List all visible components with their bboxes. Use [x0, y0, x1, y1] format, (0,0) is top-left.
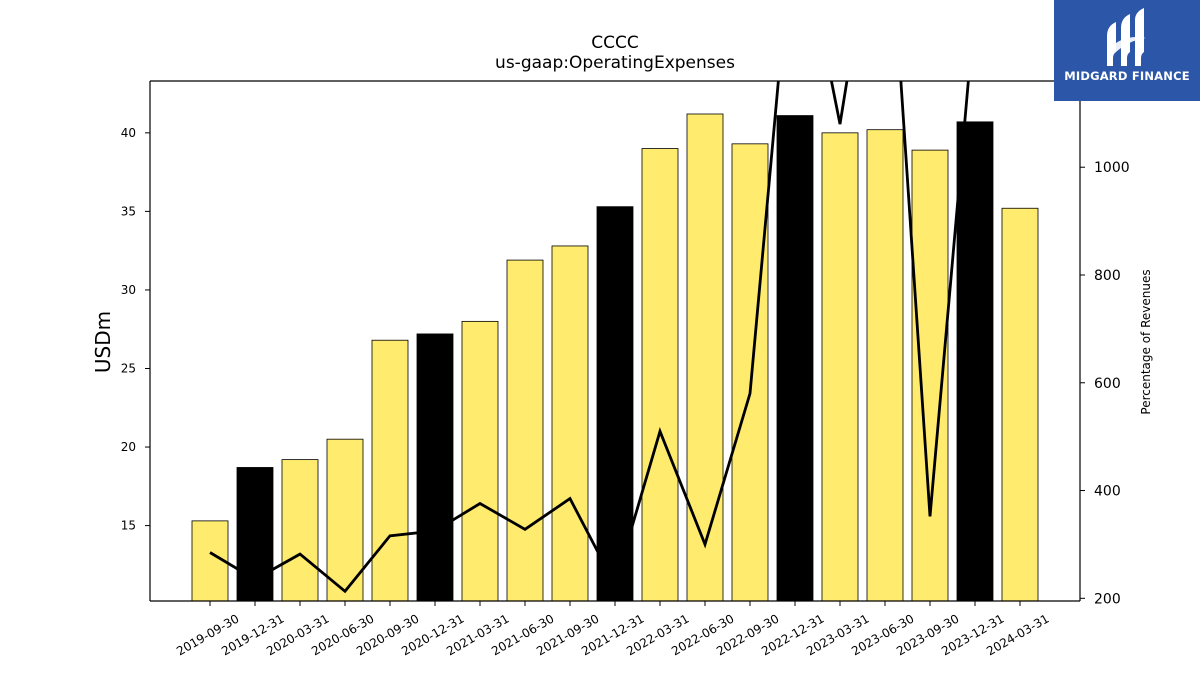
bar [731, 143, 769, 602]
bar [326, 438, 364, 602]
bar [641, 148, 679, 602]
chart-title: CCCC [591, 33, 638, 53]
bar [416, 333, 454, 602]
y2-axis-title: Percentage of Revenues [1139, 269, 1153, 414]
y2-tick-label: 1000 [1094, 160, 1130, 176]
y-tick-label: 35 [121, 204, 136, 218]
y-axis-title: USDm [91, 311, 115, 373]
bar [1001, 207, 1039, 602]
y2-tick-label: 400 [1094, 484, 1121, 500]
midgard-logo-icon [1107, 8, 1146, 66]
y-tick-label: 40 [121, 126, 136, 140]
y-tick-label: 15 [121, 519, 136, 533]
y2-tick-label: 600 [1094, 376, 1121, 392]
bar [686, 113, 724, 602]
y-tick-label: 25 [121, 361, 136, 375]
bar [866, 129, 904, 602]
chart-subtitle: us-gaap:OperatingExpenses [495, 53, 735, 73]
series-line [209, 81, 970, 594]
y-tick-label: 20 [121, 440, 136, 454]
bar [371, 339, 409, 602]
bar [956, 121, 994, 602]
bar [776, 115, 814, 602]
brand-logo: MIDGARD FINANCE [1054, 0, 1200, 101]
y2-tick-label: 200 [1094, 591, 1121, 607]
bar [821, 132, 859, 602]
bar [551, 245, 589, 602]
bar [461, 320, 499, 602]
bar [281, 459, 319, 602]
brand-name: MIDGARD FINANCE [1064, 69, 1190, 83]
bar [596, 206, 634, 602]
bar [506, 259, 544, 602]
y-tick-label: 30 [121, 283, 136, 297]
y2-tick-label: 800 [1094, 268, 1121, 284]
